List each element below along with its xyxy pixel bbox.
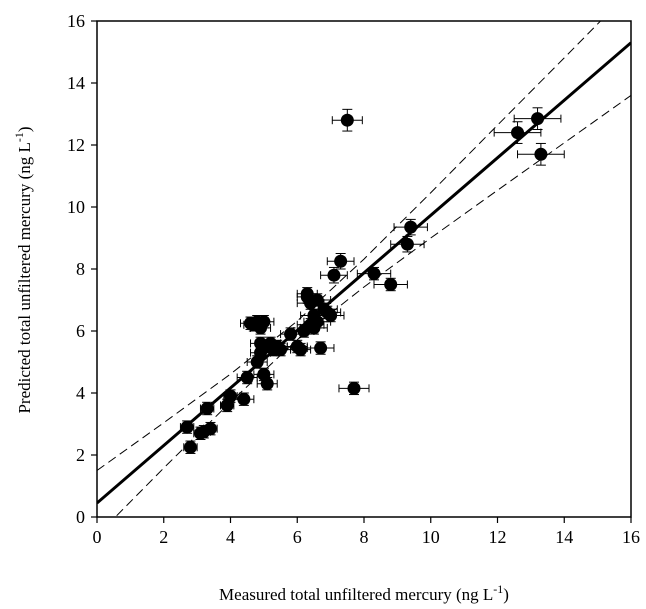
confidence-band-upper xyxy=(97,21,602,471)
y-tick-label: 12 xyxy=(67,135,85,155)
data-point xyxy=(310,315,324,329)
y-tick-label: 10 xyxy=(67,197,85,217)
x-tick-label: 10 xyxy=(422,527,440,547)
data-point xyxy=(384,278,398,291)
y-label-sup: -1 xyxy=(12,132,26,142)
data-point xyxy=(324,309,338,322)
data-point xyxy=(314,341,328,355)
data-point xyxy=(250,355,264,369)
plot-frame xyxy=(96,20,632,518)
data-point xyxy=(203,422,217,436)
regression-line xyxy=(97,41,631,505)
x-label-end: ) xyxy=(503,585,509,604)
plot-area xyxy=(97,21,631,517)
y-tick-label: 14 xyxy=(67,73,85,93)
y-tick-label: 6 xyxy=(76,321,85,341)
data-point xyxy=(260,377,274,391)
data-point xyxy=(531,112,545,126)
data-point xyxy=(367,267,381,281)
x-tick-label: 12 xyxy=(489,527,507,547)
y-tick-label: 16 xyxy=(67,11,85,31)
y-tick-label: 0 xyxy=(76,507,85,527)
data-point xyxy=(340,113,354,127)
x-tick-label: 4 xyxy=(226,527,235,547)
x-tick-label: 2 xyxy=(159,527,168,547)
data-point xyxy=(240,371,254,384)
x-label-sup: -1 xyxy=(493,582,503,596)
data-point xyxy=(183,440,197,454)
data-point xyxy=(334,254,348,268)
data-point xyxy=(327,268,341,282)
y-label-end: ) xyxy=(15,126,34,132)
x-tick-label: 16 xyxy=(622,527,640,547)
data-point xyxy=(400,237,414,251)
data-point xyxy=(200,402,214,415)
y-tick-label: 8 xyxy=(76,259,85,279)
x-tick-label: 0 xyxy=(93,527,102,547)
data-point xyxy=(300,290,314,304)
data-point xyxy=(404,220,418,234)
y-label-text: Predicted total unfiltered mercury (ng L xyxy=(15,142,34,413)
x-label-text: Measured total unfiltered mercury (ng L xyxy=(219,585,493,604)
data-point xyxy=(347,381,361,395)
data-point xyxy=(237,392,251,406)
data-point xyxy=(511,126,525,140)
y-axis-label: Predicted total unfiltered mercury (ng L… xyxy=(12,126,34,413)
x-tick-label: 14 xyxy=(555,527,573,547)
data-point xyxy=(244,316,258,330)
data-point xyxy=(224,389,237,403)
confidence-band-lower xyxy=(114,94,631,517)
y-tick-label: 2 xyxy=(76,445,85,465)
data-point xyxy=(284,327,298,341)
y-tick-label: 4 xyxy=(76,383,85,403)
data-point xyxy=(534,147,548,161)
data-point xyxy=(180,420,194,434)
data-point xyxy=(257,315,271,329)
x-axis-label: Measured total unfiltered mercury (ng L-… xyxy=(219,582,509,604)
x-tick-label: 8 xyxy=(360,527,369,547)
data-point xyxy=(274,343,288,357)
x-tick-label: 6 xyxy=(293,527,302,547)
data-point xyxy=(294,343,308,357)
